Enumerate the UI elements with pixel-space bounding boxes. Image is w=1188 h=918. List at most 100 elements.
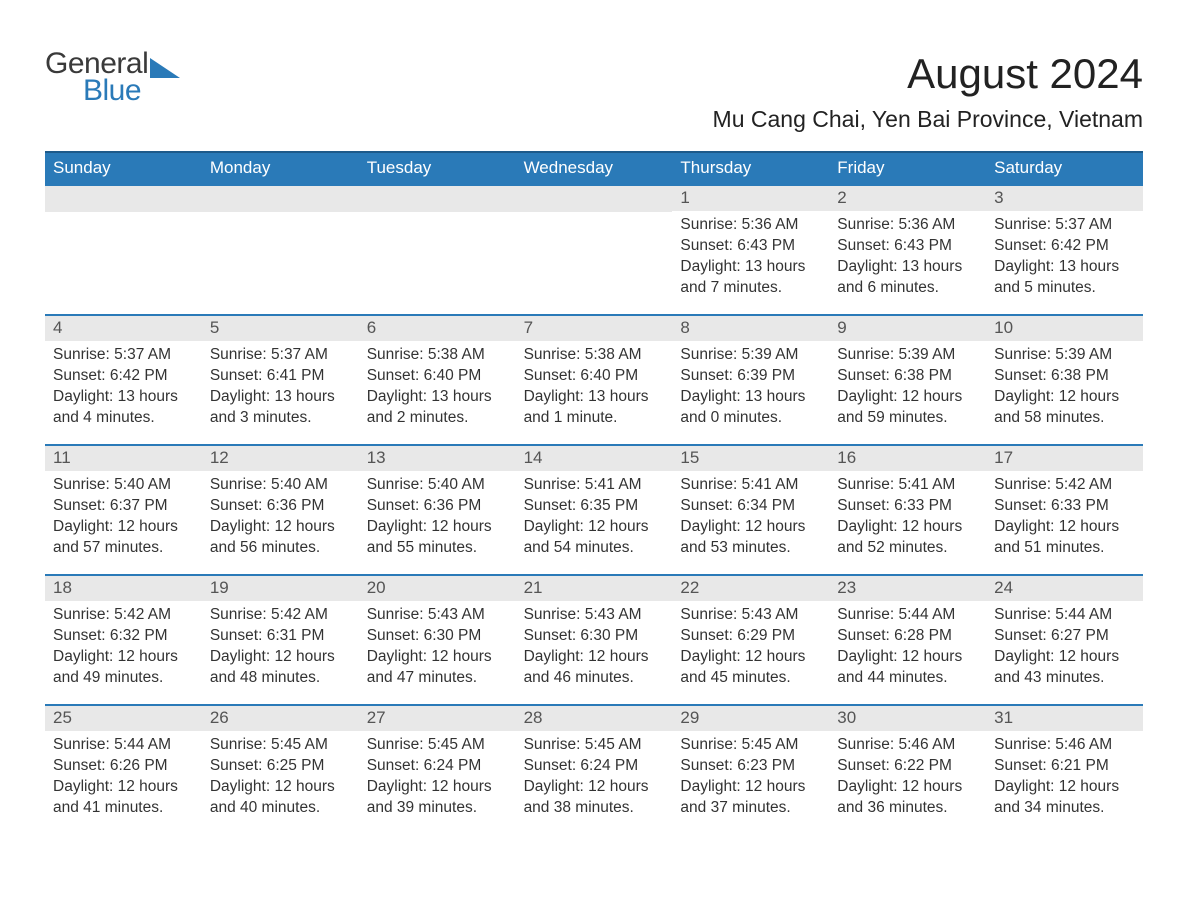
day-sunset: Sunset: 6:25 PM [210, 756, 351, 777]
day-sunset: Sunset: 6:35 PM [524, 496, 665, 517]
brand-part2: Blue [83, 77, 148, 104]
day-cell [45, 186, 202, 314]
day-sunset: Sunset: 6:39 PM [680, 366, 821, 387]
week-row: 11Sunrise: 5:40 AMSunset: 6:37 PMDayligh… [45, 444, 1143, 574]
day-sunrise: Sunrise: 5:37 AM [53, 345, 194, 366]
day-cell: 21Sunrise: 5:43 AMSunset: 6:30 PMDayligh… [516, 576, 673, 704]
day-sunset: Sunset: 6:36 PM [210, 496, 351, 517]
day-daylight: Daylight: 12 hours and 44 minutes. [837, 647, 978, 689]
day-number: 8 [672, 316, 829, 341]
day-number: 23 [829, 576, 986, 601]
weekday-header-row: SundayMondayTuesdayWednesdayThursdayFrid… [45, 151, 1143, 184]
day-sunset: Sunset: 6:28 PM [837, 626, 978, 647]
day-body: Sunrise: 5:46 AMSunset: 6:21 PMDaylight:… [986, 731, 1143, 825]
day-sunset: Sunset: 6:33 PM [837, 496, 978, 517]
day-sunset: Sunset: 6:22 PM [837, 756, 978, 777]
day-daylight: Daylight: 13 hours and 4 minutes. [53, 387, 194, 429]
day-body: Sunrise: 5:38 AMSunset: 6:40 PMDaylight:… [516, 341, 673, 435]
weeks-container: 1Sunrise: 5:36 AMSunset: 6:43 PMDaylight… [45, 184, 1143, 834]
day-cell [202, 186, 359, 314]
day-body: Sunrise: 5:37 AMSunset: 6:41 PMDaylight:… [202, 341, 359, 435]
day-daylight: Daylight: 12 hours and 52 minutes. [837, 517, 978, 559]
day-cell: 17Sunrise: 5:42 AMSunset: 6:33 PMDayligh… [986, 446, 1143, 574]
day-sunrise: Sunrise: 5:46 AM [994, 735, 1135, 756]
week-row: 18Sunrise: 5:42 AMSunset: 6:32 PMDayligh… [45, 574, 1143, 704]
day-sunset: Sunset: 6:41 PM [210, 366, 351, 387]
day-sunset: Sunset: 6:32 PM [53, 626, 194, 647]
day-sunset: Sunset: 6:43 PM [680, 236, 821, 257]
empty-day-header [359, 186, 516, 212]
day-sunrise: Sunrise: 5:41 AM [524, 475, 665, 496]
day-cell: 18Sunrise: 5:42 AMSunset: 6:32 PMDayligh… [45, 576, 202, 704]
day-daylight: Daylight: 13 hours and 5 minutes. [994, 257, 1135, 299]
day-sunset: Sunset: 6:30 PM [524, 626, 665, 647]
day-cell: 13Sunrise: 5:40 AMSunset: 6:36 PMDayligh… [359, 446, 516, 574]
day-sunrise: Sunrise: 5:41 AM [680, 475, 821, 496]
day-daylight: Daylight: 12 hours and 38 minutes. [524, 777, 665, 819]
day-number: 26 [202, 706, 359, 731]
brand-triangle-icon [150, 56, 184, 78]
calendar-grid: SundayMondayTuesdayWednesdayThursdayFrid… [45, 151, 1143, 834]
day-cell: 28Sunrise: 5:45 AMSunset: 6:24 PMDayligh… [516, 706, 673, 834]
day-cell: 2Sunrise: 5:36 AMSunset: 6:43 PMDaylight… [829, 186, 986, 314]
day-sunset: Sunset: 6:24 PM [524, 756, 665, 777]
day-daylight: Daylight: 12 hours and 59 minutes. [837, 387, 978, 429]
day-number: 27 [359, 706, 516, 731]
day-sunrise: Sunrise: 5:39 AM [680, 345, 821, 366]
day-sunrise: Sunrise: 5:44 AM [53, 735, 194, 756]
day-number: 18 [45, 576, 202, 601]
day-sunset: Sunset: 6:30 PM [367, 626, 508, 647]
weekday-header: Sunday [45, 153, 202, 184]
day-number: 15 [672, 446, 829, 471]
day-sunrise: Sunrise: 5:45 AM [524, 735, 665, 756]
day-cell: 31Sunrise: 5:46 AMSunset: 6:21 PMDayligh… [986, 706, 1143, 834]
day-sunset: Sunset: 6:27 PM [994, 626, 1135, 647]
page-header: General Blue August 2024 Mu Cang Chai, Y… [45, 50, 1143, 133]
day-sunset: Sunset: 6:21 PM [994, 756, 1135, 777]
day-body: Sunrise: 5:45 AMSunset: 6:24 PMDaylight:… [516, 731, 673, 825]
weekday-header: Saturday [986, 153, 1143, 184]
brand-logo: General Blue [45, 50, 184, 104]
location-subtitle: Mu Cang Chai, Yen Bai Province, Vietnam [713, 106, 1143, 133]
day-cell: 30Sunrise: 5:46 AMSunset: 6:22 PMDayligh… [829, 706, 986, 834]
day-body: Sunrise: 5:43 AMSunset: 6:29 PMDaylight:… [672, 601, 829, 695]
empty-day-header [516, 186, 673, 212]
day-body: Sunrise: 5:42 AMSunset: 6:31 PMDaylight:… [202, 601, 359, 695]
day-cell: 6Sunrise: 5:38 AMSunset: 6:40 PMDaylight… [359, 316, 516, 444]
day-sunrise: Sunrise: 5:45 AM [680, 735, 821, 756]
day-daylight: Daylight: 12 hours and 47 minutes. [367, 647, 508, 689]
day-number: 1 [672, 186, 829, 211]
day-daylight: Daylight: 12 hours and 55 minutes. [367, 517, 508, 559]
day-sunrise: Sunrise: 5:42 AM [53, 605, 194, 626]
day-daylight: Daylight: 12 hours and 56 minutes. [210, 517, 351, 559]
day-number: 21 [516, 576, 673, 601]
day-body: Sunrise: 5:36 AMSunset: 6:43 PMDaylight:… [829, 211, 986, 305]
day-cell: 3Sunrise: 5:37 AMSunset: 6:42 PMDaylight… [986, 186, 1143, 314]
weekday-header: Wednesday [516, 153, 673, 184]
day-number: 3 [986, 186, 1143, 211]
day-cell: 23Sunrise: 5:44 AMSunset: 6:28 PMDayligh… [829, 576, 986, 704]
day-number: 12 [202, 446, 359, 471]
day-number: 24 [986, 576, 1143, 601]
day-body: Sunrise: 5:44 AMSunset: 6:28 PMDaylight:… [829, 601, 986, 695]
day-daylight: Daylight: 12 hours and 51 minutes. [994, 517, 1135, 559]
day-cell: 12Sunrise: 5:40 AMSunset: 6:36 PMDayligh… [202, 446, 359, 574]
day-number: 28 [516, 706, 673, 731]
weekday-header: Friday [829, 153, 986, 184]
day-daylight: Daylight: 12 hours and 34 minutes. [994, 777, 1135, 819]
day-body: Sunrise: 5:39 AMSunset: 6:39 PMDaylight:… [672, 341, 829, 435]
day-sunrise: Sunrise: 5:37 AM [210, 345, 351, 366]
day-number: 11 [45, 446, 202, 471]
day-daylight: Daylight: 12 hours and 49 minutes. [53, 647, 194, 689]
day-body: Sunrise: 5:42 AMSunset: 6:32 PMDaylight:… [45, 601, 202, 695]
day-daylight: Daylight: 13 hours and 6 minutes. [837, 257, 978, 299]
day-body: Sunrise: 5:39 AMSunset: 6:38 PMDaylight:… [829, 341, 986, 435]
day-body: Sunrise: 5:46 AMSunset: 6:22 PMDaylight:… [829, 731, 986, 825]
day-number: 2 [829, 186, 986, 211]
day-sunrise: Sunrise: 5:44 AM [837, 605, 978, 626]
day-daylight: Daylight: 12 hours and 37 minutes. [680, 777, 821, 819]
day-number: 9 [829, 316, 986, 341]
day-sunrise: Sunrise: 5:43 AM [524, 605, 665, 626]
day-daylight: Daylight: 13 hours and 0 minutes. [680, 387, 821, 429]
day-body: Sunrise: 5:44 AMSunset: 6:26 PMDaylight:… [45, 731, 202, 825]
